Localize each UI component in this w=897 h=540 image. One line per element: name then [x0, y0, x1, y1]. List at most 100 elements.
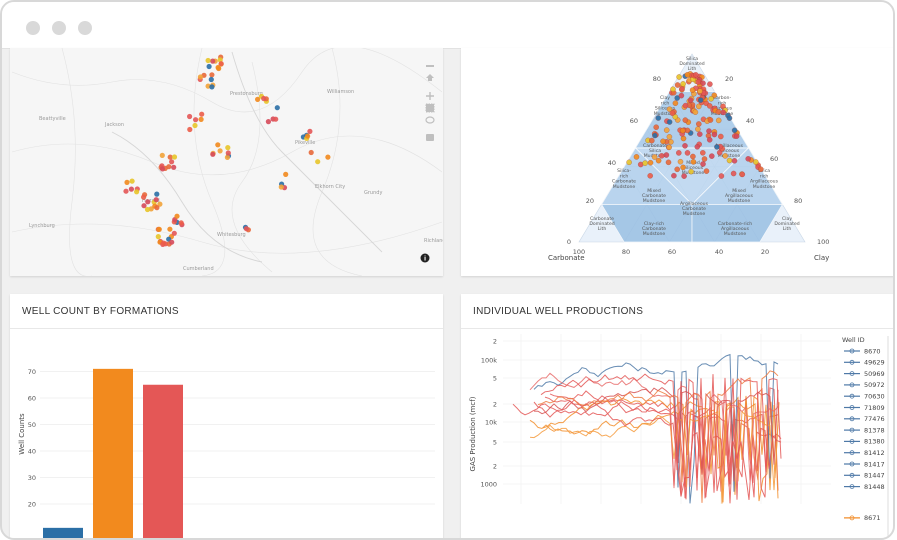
ternary-point[interactable]	[642, 160, 648, 166]
well-marker[interactable]	[215, 142, 221, 148]
well-marker[interactable]	[155, 234, 161, 240]
ternary-point[interactable]	[730, 170, 737, 177]
ternary-point[interactable]	[679, 127, 686, 134]
ternary-point[interactable]	[680, 81, 686, 87]
ternary-point[interactable]	[697, 88, 703, 94]
well-marker[interactable]	[159, 166, 166, 172]
well-production-series[interactable]	[529, 372, 779, 498]
ternary-point[interactable]	[674, 82, 681, 88]
ternary-point[interactable]	[726, 157, 733, 164]
ternary-point[interactable]	[676, 74, 682, 80]
well-marker[interactable]	[156, 226, 162, 232]
well-marker[interactable]	[198, 116, 204, 122]
well-marker[interactable]	[134, 189, 140, 195]
well-marker[interactable]	[171, 154, 178, 160]
well-production-series[interactable]	[533, 386, 779, 482]
well-marker[interactable]	[261, 95, 267, 102]
well-marker[interactable]	[159, 152, 165, 158]
ternary-point[interactable]	[688, 168, 694, 175]
ternary-point[interactable]	[706, 137, 713, 143]
ternary-point[interactable]	[739, 171, 746, 178]
ternary-point[interactable]	[711, 92, 718, 99]
ternary-point[interactable]	[696, 103, 702, 110]
well-marker[interactable]	[243, 226, 249, 232]
well-marker[interactable]	[199, 111, 205, 117]
well-marker[interactable]	[193, 117, 199, 123]
zoom-out-icon[interactable]	[426, 65, 434, 67]
ternary-point[interactable]	[701, 156, 708, 162]
ternary-point[interactable]	[670, 86, 676, 92]
ternary-point[interactable]	[718, 133, 724, 140]
well-marker[interactable]	[205, 57, 211, 64]
camera-icon[interactable]	[426, 134, 434, 141]
ternary-point[interactable]	[684, 72, 691, 78]
legend-item[interactable]: 81448	[844, 483, 885, 491]
ternary-point[interactable]	[682, 143, 688, 149]
ternary-point[interactable]	[669, 110, 676, 116]
window-dot-maximize[interactable]	[78, 21, 92, 35]
legend-item[interactable]: 81380	[844, 438, 885, 446]
well-marker[interactable]	[206, 63, 212, 70]
well-marker[interactable]	[224, 154, 230, 160]
ternary-point[interactable]	[658, 153, 665, 159]
legend-item[interactable]: 81417	[844, 460, 885, 468]
ternary-point[interactable]	[696, 121, 702, 127]
ternary-point[interactable]	[706, 128, 712, 134]
ternary-point[interactable]	[682, 117, 689, 123]
well-marker[interactable]	[305, 133, 311, 139]
ternary-point[interactable]	[647, 173, 653, 179]
well-marker[interactable]	[169, 239, 175, 245]
home-icon[interactable]	[426, 74, 434, 81]
well-marker[interactable]	[154, 205, 160, 211]
well-production-series[interactable]	[529, 405, 779, 504]
well-marker[interactable]	[141, 194, 147, 200]
ternary-point[interactable]	[680, 135, 687, 142]
well-marker[interactable]	[210, 58, 216, 64]
ternary-point[interactable]	[697, 131, 703, 137]
ternary-point[interactable]	[708, 96, 714, 102]
ternary-point[interactable]	[715, 117, 722, 124]
well-marker[interactable]	[225, 150, 231, 156]
ternary-point[interactable]	[733, 133, 740, 139]
formation-bar[interactable]	[93, 368, 133, 540]
ternary-point[interactable]	[720, 109, 726, 116]
legend-item[interactable]: 70630	[844, 393, 885, 401]
legend-item[interactable]: 81378	[844, 426, 885, 434]
box-select-icon[interactable]	[426, 104, 434, 112]
formation-bar[interactable]	[43, 527, 83, 540]
ternary-point[interactable]	[692, 109, 699, 115]
well-marker[interactable]	[225, 145, 231, 151]
well-production-series[interactable]	[537, 370, 779, 503]
window-dot-close[interactable]	[26, 21, 40, 35]
well-production-series[interactable]	[512, 400, 782, 497]
well-marker[interactable]	[307, 128, 313, 134]
ternary-plot[interactable]: Silica Dominated Lith Clay rich Siliceous Muds…	[461, 48, 894, 276]
ternary-point[interactable]	[666, 119, 673, 125]
well-marker[interactable]	[197, 74, 203, 80]
well-marker[interactable]	[171, 230, 177, 236]
legend-item[interactable]: 81412	[844, 449, 885, 457]
ternary-point[interactable]	[703, 168, 710, 174]
ternary-point[interactable]	[684, 127, 691, 134]
ternary-point[interactable]	[695, 79, 701, 85]
info-icon[interactable]: i	[420, 253, 430, 263]
well-production-series[interactable]	[529, 395, 779, 499]
legend-item[interactable]: 8670	[844, 347, 881, 355]
ternary-point[interactable]	[655, 157, 662, 164]
ternary-point[interactable]	[672, 100, 679, 106]
well-marker[interactable]	[187, 113, 193, 120]
window-dot-minimize[interactable]	[52, 21, 66, 35]
well-production-line-chart[interactable]: 2 100k 5 2 10k 5 2 1000 Well ID 8670 49629 50969 50…	[461, 294, 894, 540]
well-production-series[interactable]	[533, 353, 779, 504]
well-marker[interactable]	[278, 184, 284, 190]
ternary-point[interactable]	[709, 153, 715, 159]
ternary-point[interactable]	[753, 159, 759, 165]
ternary-point[interactable]	[674, 95, 680, 101]
ternary-point[interactable]	[666, 144, 672, 151]
well-marker[interactable]	[255, 96, 261, 102]
well-marker[interactable]	[283, 171, 289, 177]
ternary-point[interactable]	[718, 173, 725, 179]
ternary-point[interactable]	[684, 150, 691, 156]
ternary-point[interactable]	[655, 115, 662, 121]
ternary-point[interactable]	[676, 150, 682, 156]
